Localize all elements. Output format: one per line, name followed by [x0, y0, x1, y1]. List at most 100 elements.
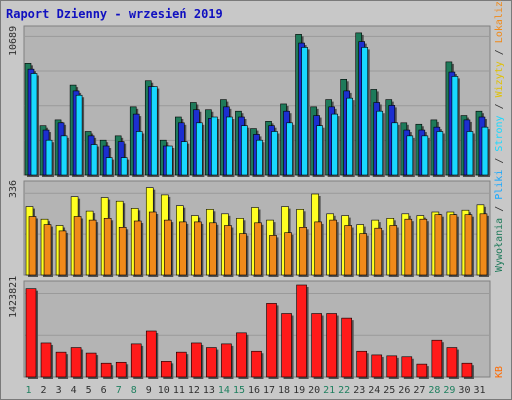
bar-kb — [311, 313, 322, 378]
x-tick-label: 12 — [188, 385, 200, 396]
x-tick-label: 25 — [383, 385, 395, 396]
x-tick-label: 8 — [131, 385, 137, 396]
x-tick-label: 26 — [398, 385, 410, 396]
bar-pages — [421, 135, 429, 176]
bar-pages — [30, 73, 38, 176]
x-tick-label: 16 — [248, 385, 260, 396]
bar-sites — [239, 233, 247, 276]
bar-pages — [286, 122, 293, 176]
bar-pages — [376, 110, 384, 176]
bar-kb — [386, 355, 398, 378]
side-legend: Wywołania / Pliki / Strony / Wizyty / Lo… — [494, 0, 505, 272]
bar-kb — [145, 330, 157, 378]
bar-kb — [55, 351, 67, 378]
side-legend-item: Wizyty — [494, 61, 505, 97]
bar-sites — [314, 221, 322, 276]
bar-kb — [191, 342, 202, 378]
bar-sites — [374, 227, 383, 276]
bar-pages — [75, 94, 83, 176]
side-legend-item: Wywołania — [494, 218, 505, 272]
bar-pages — [165, 145, 173, 176]
bar-kb — [160, 361, 172, 378]
bar-kb — [130, 343, 142, 378]
bar-pages — [451, 76, 459, 176]
side-legend-item: Lokalizacje — [494, 0, 505, 43]
bar-sites — [479, 213, 488, 276]
bar-kb — [326, 313, 337, 378]
bar-sites — [179, 221, 187, 276]
y-max-label: 1423821 — [8, 276, 19, 318]
bar-sites — [73, 216, 82, 276]
side-legend-item: / — [494, 43, 505, 61]
bar-sites — [194, 221, 202, 276]
bar-sites — [284, 232, 292, 276]
bar-kb — [70, 347, 82, 378]
bar-pages — [466, 131, 474, 176]
x-tick-label: 21 — [323, 385, 335, 396]
x-tick-label: 3 — [56, 385, 62, 396]
x-tick-label: 22 — [338, 385, 350, 396]
bar-kb — [446, 347, 458, 378]
bar-sites — [329, 219, 337, 276]
side-legend-item: / — [494, 152, 505, 170]
bar-sites — [404, 218, 413, 276]
bar-pages — [60, 135, 68, 176]
y-max-label: 10689 — [8, 26, 19, 56]
bar-kb — [40, 342, 52, 378]
bar-kb — [341, 317, 352, 378]
bar-pages — [256, 139, 263, 176]
bar-kb — [25, 288, 37, 378]
x-tick-label: 7 — [116, 385, 122, 396]
bar-kb — [206, 347, 217, 378]
bar-pages — [90, 144, 98, 176]
bar-sites — [148, 211, 157, 276]
bar-pages — [45, 139, 53, 176]
chart-panels — [23, 25, 491, 379]
bar-sites — [118, 227, 127, 276]
bar-sites — [209, 222, 217, 276]
bar-kb — [115, 361, 127, 378]
x-tick-label: 18 — [278, 385, 290, 396]
bar-kb — [100, 362, 112, 378]
bar-pages — [135, 131, 143, 176]
x-tick-label: 31 — [473, 385, 485, 396]
bar-pages — [105, 157, 113, 176]
bar-pages — [331, 113, 338, 176]
bar-pages — [406, 135, 414, 176]
x-tick-label: 28 — [428, 385, 440, 396]
bar-kb — [281, 313, 292, 378]
bar-sites — [88, 219, 97, 276]
bar-kb — [461, 362, 473, 378]
bar-sites — [434, 214, 443, 276]
x-tick-label: 19 — [293, 385, 305, 396]
bar-sites — [419, 218, 428, 276]
bar-pages — [391, 122, 399, 176]
side-legend-item: Pliki — [494, 170, 505, 200]
x-tick-label: 5 — [86, 385, 92, 396]
bar-kb — [236, 332, 247, 378]
side-legend-item: / — [494, 200, 505, 218]
x-tick-label: 1 — [26, 385, 32, 396]
bar-pages — [301, 47, 308, 176]
bar-kb — [356, 350, 368, 378]
bar-sites — [133, 220, 142, 276]
bar-kb — [85, 352, 97, 378]
bar-pages — [211, 116, 218, 176]
x-tick-label: 15 — [233, 385, 245, 396]
bar-sites — [449, 214, 458, 276]
side-legend-kb: KB — [494, 366, 505, 378]
bar-pages — [196, 122, 203, 176]
bar-pages — [316, 125, 323, 176]
x-tick-label: 29 — [443, 385, 455, 396]
side-legend-item: Strony — [494, 115, 505, 151]
bar-kb — [401, 356, 413, 378]
bar-pages — [226, 116, 233, 176]
bar-pages — [346, 97, 353, 176]
x-tick-label: 30 — [458, 385, 470, 396]
bar-kb — [371, 354, 383, 378]
x-tick-label: 27 — [413, 385, 425, 396]
bar-sites — [389, 225, 398, 276]
x-tick-label: 14 — [218, 385, 230, 396]
